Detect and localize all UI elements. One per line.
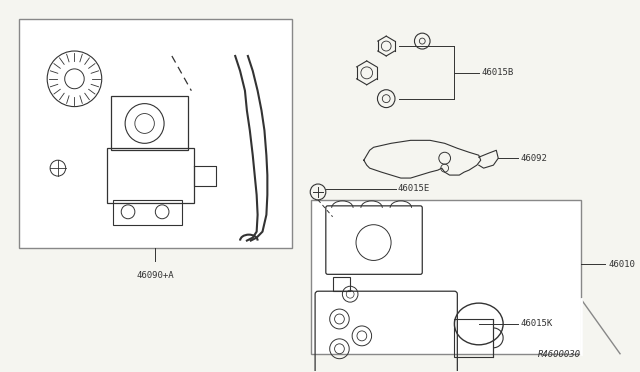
Bar [111,96,188,150]
Bar [113,200,182,225]
Text: 46090+A: 46090+A [136,271,174,280]
Text: 46010: 46010 [609,260,636,269]
Bar [107,148,195,203]
Text: 46015B: 46015B [482,68,514,77]
Text: R4600030: R4600030 [538,350,581,359]
Bar [311,200,581,354]
Bar [454,319,493,357]
Text: 46015K: 46015K [521,320,553,328]
Text: 46015E: 46015E [398,185,430,193]
Bar [19,19,292,247]
Text: 46092: 46092 [521,154,548,163]
Bar [333,277,350,291]
